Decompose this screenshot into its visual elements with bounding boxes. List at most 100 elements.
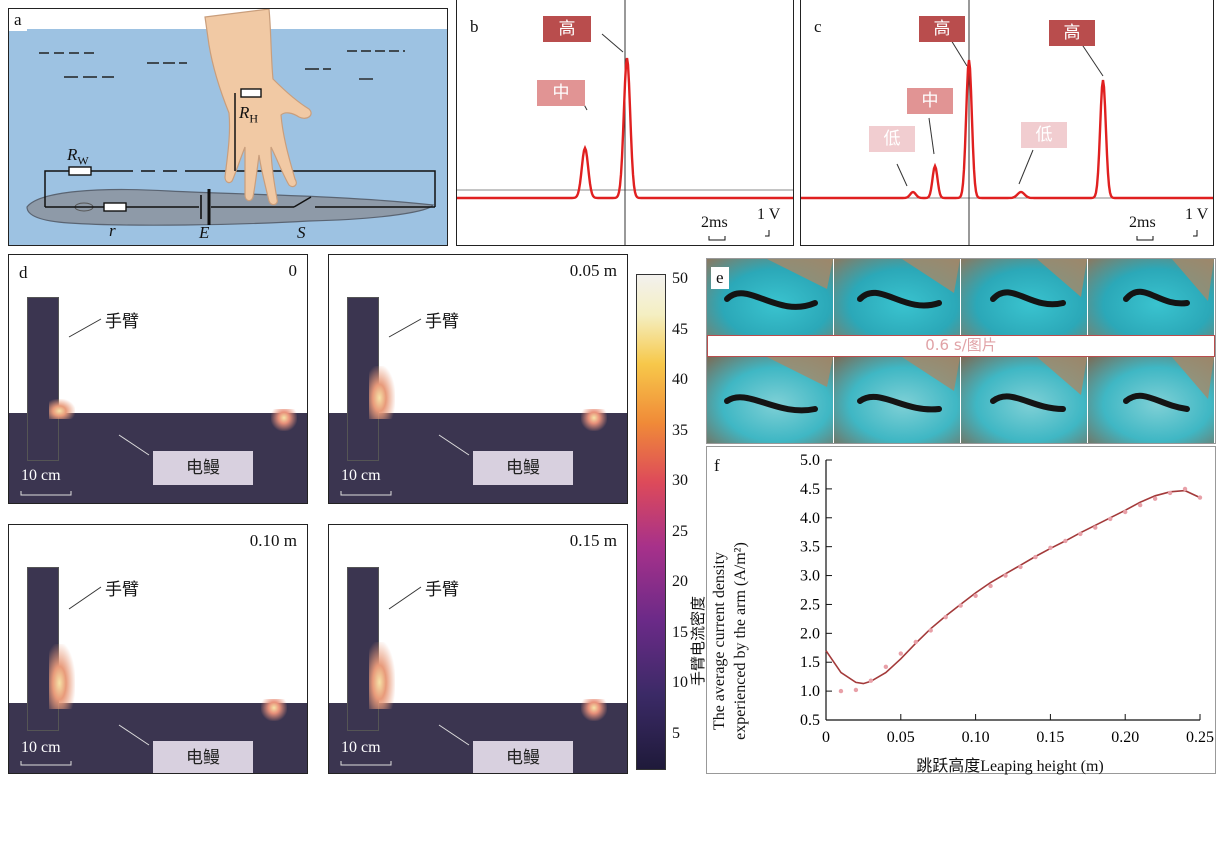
tag-low-2: 低 bbox=[1021, 122, 1067, 148]
arm-pointer bbox=[20, 586, 150, 766]
colorbar-tick: 15 bbox=[672, 623, 688, 641]
colorbar bbox=[636, 274, 666, 770]
panel-d-label: d bbox=[19, 263, 28, 282]
arm-label: 手臂 bbox=[105, 580, 139, 600]
tag-mid: 中 bbox=[537, 80, 585, 106]
arm-pointer bbox=[340, 586, 470, 766]
field-subplot: 手臂电鳗 0 10 cm bbox=[8, 254, 308, 504]
height-label: 0.10 m bbox=[249, 531, 297, 550]
tag-high-2: 高 bbox=[1049, 20, 1095, 46]
panel-label: a bbox=[9, 9, 27, 31]
colorbar-tick: 50 bbox=[672, 270, 688, 287]
scale-volt: 1 V bbox=[757, 206, 781, 223]
eel-label: 电鳗 bbox=[153, 451, 253, 485]
e-label: E bbox=[199, 223, 210, 242]
field-subplot: 手臂电鳗 0.05 m 10 cm bbox=[328, 254, 628, 504]
arm-label: 手臂 bbox=[425, 312, 459, 332]
eel-photo bbox=[1088, 259, 1214, 335]
battery-e bbox=[200, 189, 211, 225]
panel-c-trace bbox=[801, 0, 1213, 245]
panel-a: a RH RW r E S bbox=[8, 8, 448, 246]
scale-label: 10 cm bbox=[341, 739, 381, 756]
panel-d: 手臂 电鳗 0 10 cm 手臂 电鳗 0.05 m 10 cm 手臂 电鳗 0.10 m 10 cm… bbox=[8, 254, 628, 774]
rw-sub: W bbox=[77, 153, 89, 168]
panel-c: c 高 高 中 低 低 2ms 1 V bbox=[800, 0, 1214, 246]
panel-label: c bbox=[814, 17, 822, 36]
eel-shape bbox=[990, 357, 1087, 412]
arm-label: 手臂 bbox=[105, 312, 139, 332]
panel-b: b 高 中 2ms 1 V bbox=[456, 0, 794, 246]
photo-caption: 0.6 s/图片 bbox=[925, 336, 997, 354]
rh-symbol: R bbox=[239, 103, 250, 122]
eel-photo bbox=[961, 357, 1087, 443]
resistor-rw bbox=[68, 166, 92, 176]
colorbar-tick: 30 bbox=[672, 472, 688, 489]
photo-caption-bar: 0.6 s/图片 bbox=[707, 335, 1215, 357]
y-axis-title: 手臂电流密度 The average current density exper… bbox=[688, 441, 788, 841]
eel-shape bbox=[1123, 259, 1214, 307]
scale-label: 10 cm bbox=[341, 467, 381, 484]
colorbar-tick: 25 bbox=[672, 522, 688, 540]
eel-hotspot bbox=[261, 699, 287, 721]
field-subplot: 手臂电鳗 0.15 m 10 cm bbox=[328, 524, 628, 774]
water-ripples bbox=[39, 50, 405, 80]
arm-hotspot bbox=[369, 366, 395, 419]
panel-label: e bbox=[711, 267, 729, 289]
arm-region bbox=[27, 297, 59, 461]
y-title-en-1: The average current density bbox=[711, 551, 728, 731]
x-axis-title: 跳跃高度Leaping height (m) bbox=[916, 758, 1104, 775]
eel-photo bbox=[834, 357, 960, 443]
resistor-rh bbox=[240, 88, 262, 98]
eel-shape bbox=[857, 357, 960, 413]
colorbar-tick: 5 bbox=[672, 724, 680, 742]
panel-label: f bbox=[714, 456, 720, 475]
tag-high: 高 bbox=[543, 16, 591, 42]
arm-hotspot bbox=[49, 644, 75, 709]
eel-shape bbox=[724, 357, 833, 414]
eel-label: 电鳗 bbox=[473, 451, 573, 485]
scale-label: 10 cm bbox=[21, 739, 61, 756]
eel-shape bbox=[1123, 357, 1214, 412]
eel-hotspot bbox=[581, 409, 607, 431]
scale-time: 2ms bbox=[701, 214, 728, 231]
tag-mid: 中 bbox=[907, 88, 953, 114]
hand bbox=[204, 9, 312, 206]
colorbar-tick: 45 bbox=[672, 320, 688, 338]
arm-label: 手臂 bbox=[425, 580, 459, 600]
eel-photo bbox=[1088, 357, 1214, 443]
s-label: S bbox=[297, 223, 306, 242]
tag-high-1: 高 bbox=[919, 16, 965, 42]
panel-b-trace bbox=[457, 0, 793, 245]
rh-label: RH bbox=[239, 103, 258, 126]
eel-photo bbox=[961, 259, 1087, 335]
eel-hotspot bbox=[271, 409, 297, 431]
arm-pointer bbox=[340, 318, 470, 496]
rw-symbol: R bbox=[67, 145, 78, 164]
panel-label: b bbox=[470, 17, 479, 36]
height-label: 0 bbox=[288, 261, 298, 280]
eel-hotspot bbox=[581, 699, 607, 721]
eel-photo bbox=[834, 259, 960, 335]
rh-sub: H bbox=[249, 111, 259, 126]
y-title-en-2: experienced by the arm (A/m²) bbox=[732, 542, 749, 740]
r-label: r bbox=[109, 221, 116, 240]
eel-photo bbox=[707, 259, 833, 335]
eel-label: 电鳗 bbox=[473, 741, 573, 773]
arm-pointer bbox=[20, 318, 150, 496]
eel-label: 电鳗 bbox=[153, 741, 253, 773]
scale-time: 2ms bbox=[1129, 214, 1156, 231]
arm-hotspot bbox=[369, 641, 395, 709]
colorbar-tick: 20 bbox=[672, 573, 688, 590]
rw-label: RW bbox=[67, 145, 89, 168]
field-subplot: 手臂电鳗 0.10 m 10 cm bbox=[8, 524, 308, 774]
eel-shape bbox=[724, 259, 833, 310]
colorbar-tick: 35 bbox=[672, 421, 688, 439]
colorbar-tick: 10 bbox=[672, 674, 688, 691]
height-label: 0.15 m bbox=[569, 531, 617, 550]
colorbar-tick: 40 bbox=[672, 371, 688, 388]
eel-shape bbox=[857, 259, 960, 309]
scale-label: 10 cm bbox=[21, 467, 61, 484]
height-label: 0.05 m bbox=[569, 261, 617, 280]
resistor-r bbox=[103, 202, 127, 212]
arm-hotspot bbox=[49, 399, 75, 419]
